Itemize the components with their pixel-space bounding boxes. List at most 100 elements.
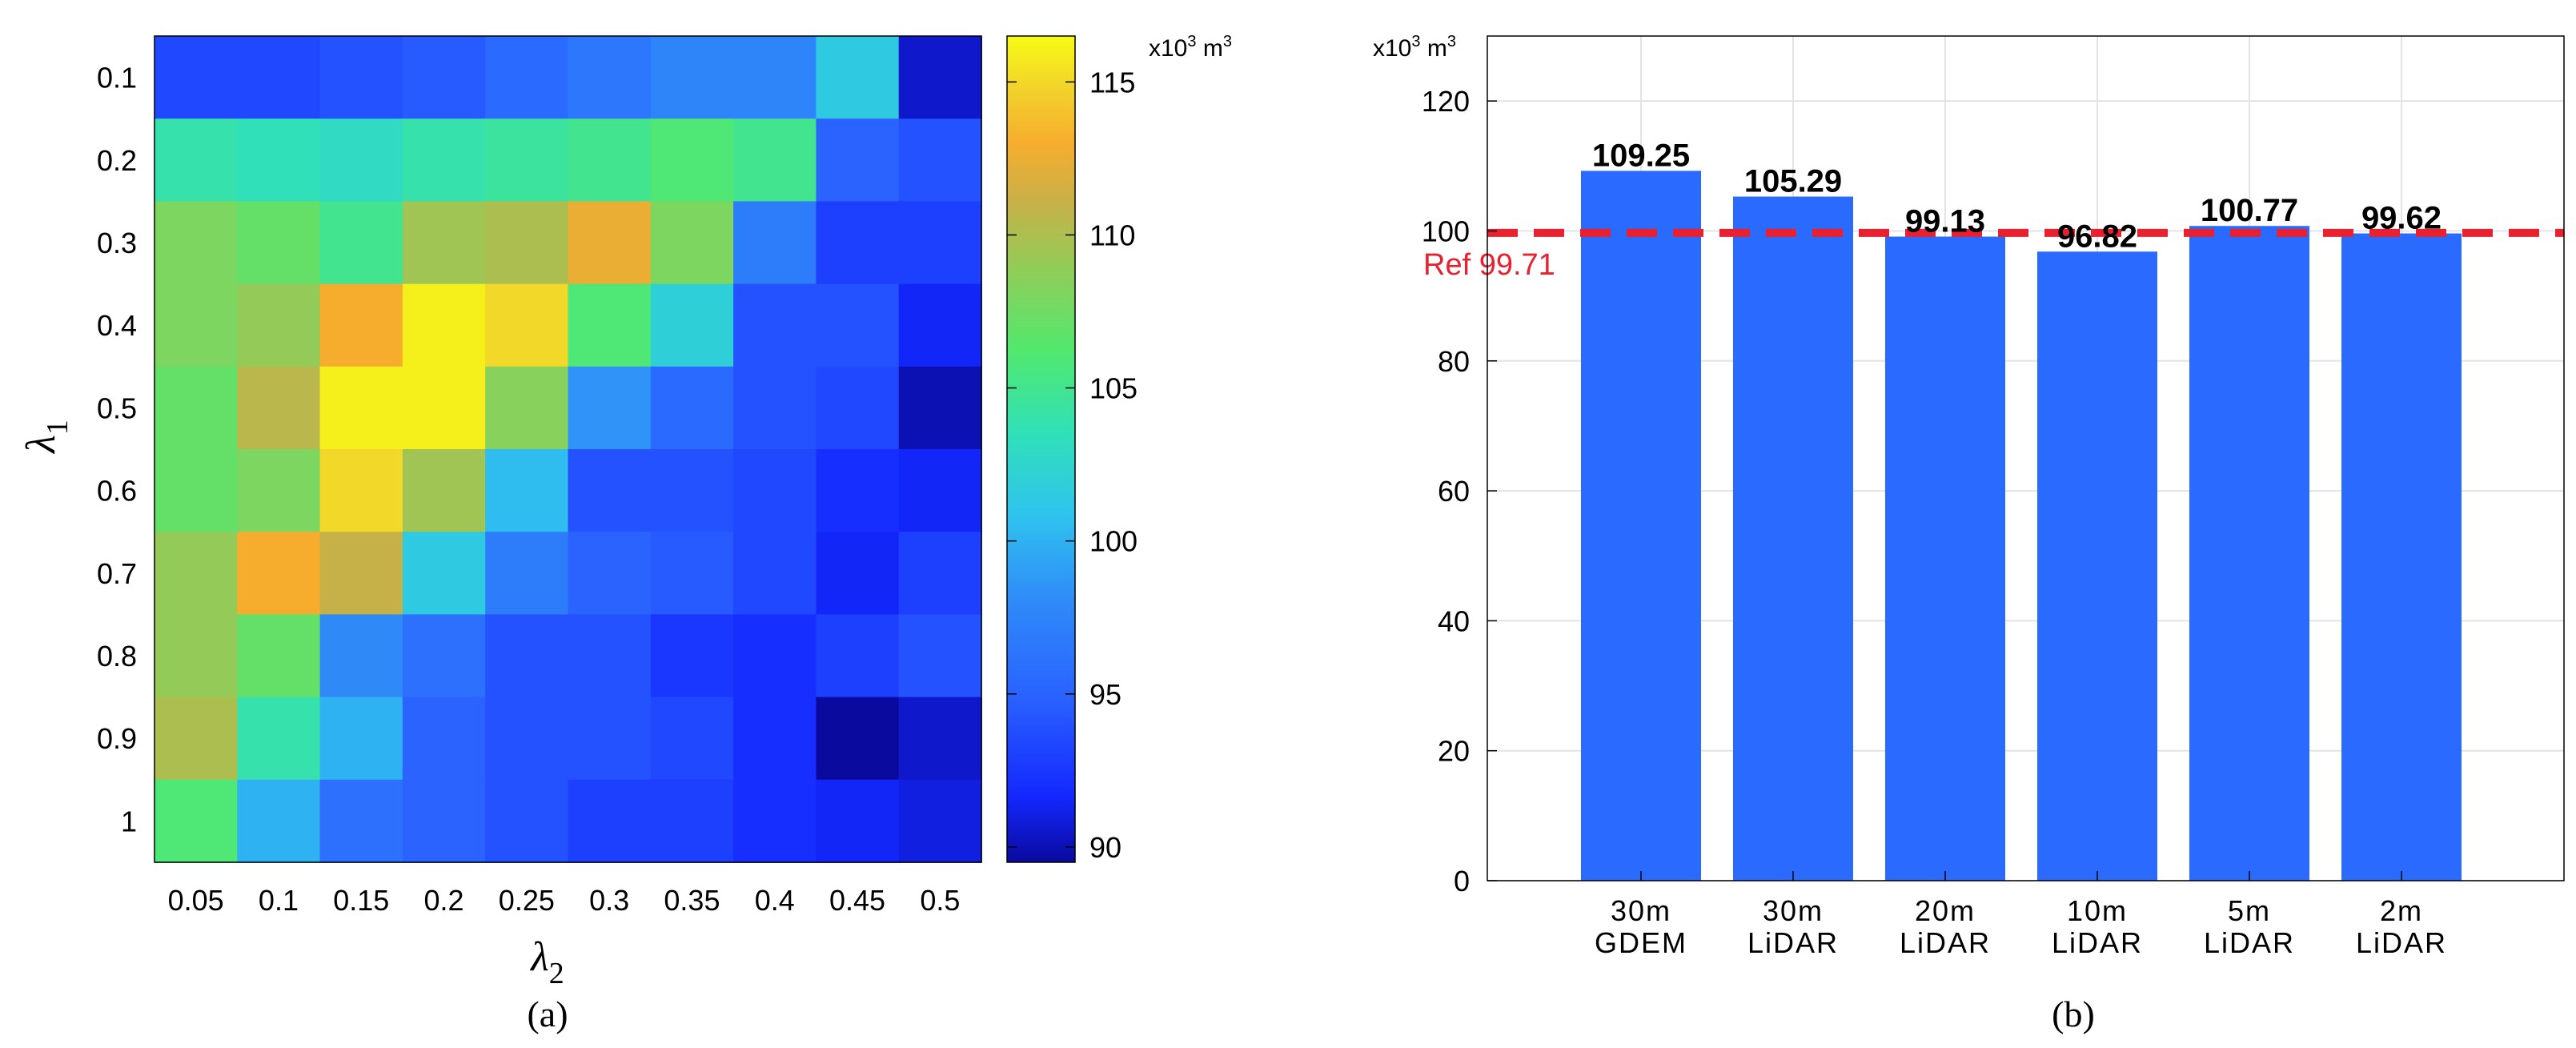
heatmap-cell: [237, 366, 321, 450]
bar: [2189, 226, 2309, 881]
heatmap-cell: [733, 697, 817, 781]
heatmap-cell: [898, 532, 982, 616]
heatmap-cell: [650, 201, 734, 285]
heatmap-x-tick-label: 0.3: [589, 884, 629, 917]
heatmap-cell: [402, 36, 486, 119]
heatmap-cell: [485, 779, 569, 863]
bar-value-label: 100.77: [2201, 193, 2298, 228]
heatmap-panel: 0.1 0.2 0.3 0.4 0.5 0.6 0.7 0.8 0.9 1 0.05 0.1 0.15…: [18, 33, 1232, 1034]
heatmap-cell: [816, 532, 900, 616]
heatmap-cell: [237, 614, 321, 698]
heatmap-cell: [319, 779, 403, 863]
heatmap-y-axis-label: λ1: [18, 420, 74, 455]
heatmap-cell: [733, 449, 817, 532]
heatmap-cell: [319, 532, 403, 616]
heatmap-cell: [898, 697, 982, 781]
heatmap-x-tick-label: 0.35: [664, 884, 720, 917]
bar-value-label: 105.29: [1744, 164, 1842, 199]
heatmap-frame: [154, 35, 982, 863]
colorbar-tick-label: 100: [1089, 525, 1138, 558]
bar: [2341, 233, 2462, 881]
heatmap-cell: [568, 532, 652, 616]
heatmap-cell: [319, 118, 403, 203]
heatmap-cell: [898, 118, 982, 203]
bar: [1581, 171, 1701, 881]
bar-x-tick-label: LiDAR: [2052, 926, 2143, 959]
heatmap-cell: [402, 283, 486, 367]
heatmap-cell: [154, 614, 239, 698]
bar-y-tick-label: 60: [1438, 475, 1470, 508]
heatmap-cell: [650, 283, 734, 367]
heatmap-cell: [154, 36, 239, 119]
heatmap-cell: [237, 779, 321, 863]
heatmap-cell: [650, 36, 734, 119]
heatmap-cell: [650, 532, 734, 616]
heatmap-cell: [568, 283, 652, 367]
heatmap-cell: [568, 366, 652, 450]
heatmap-cell: [154, 366, 239, 450]
heatmap-cell: [650, 449, 734, 532]
heatmap-y-tick-label: 0.8: [97, 640, 137, 673]
heatmap-cells: [154, 35, 982, 863]
heatmap-cell: [816, 366, 900, 450]
heatmap-x-tick-label: 0.15: [333, 884, 389, 917]
heatmap-cell: [237, 36, 321, 119]
heatmap-cell: [237, 283, 321, 367]
heatmap-cell: [816, 201, 900, 285]
heatmap-cell: [485, 614, 569, 698]
heatmap-cell: [237, 449, 321, 532]
heatmap-cell: [319, 366, 403, 450]
heatmap-cell: [319, 449, 403, 532]
heatmap-cell: [402, 201, 486, 285]
colorbar-tick-label: 105: [1089, 372, 1138, 405]
heatmap-y-tick-labels: 0.1 0.2 0.3 0.4 0.5 0.6 0.7 0.8 0.9 1: [97, 62, 137, 838]
bar-x-tick-label: 2m: [2380, 894, 2423, 927]
bar-unit-label: x103 m3: [1373, 33, 1456, 62]
heatmap-cell: [650, 366, 734, 450]
heatmap-x-tick-label: 0.45: [829, 884, 885, 917]
heatmap-cell: [154, 449, 239, 532]
heatmap-y-tick-label: 0.2: [97, 144, 137, 177]
bar-x-tick-label: LiDAR: [2204, 926, 2295, 959]
heatmap-cell: [816, 283, 900, 367]
heatmap-cell: [319, 36, 403, 119]
bar-x-tick-labels: 30mGDEM30mLiDAR20mLiDAR10mLiDAR5mLiDAR2m…: [1595, 871, 2447, 959]
heatmap-cell: [650, 697, 734, 781]
heatmap-cell: [650, 779, 734, 863]
heatmap-cell: [154, 201, 239, 285]
heatmap-y-tick-label: 0.1: [97, 62, 137, 94]
heatmap-cell: [485, 697, 569, 781]
heatmap-cell: [485, 201, 569, 285]
heatmap-cell: [733, 283, 817, 367]
heatmap-y-tick-label: 0.3: [97, 227, 137, 259]
heatmap-cell: [898, 201, 982, 285]
heatmap-x-tick-label: 0.2: [424, 884, 464, 917]
heatmap-cell: [816, 779, 900, 863]
heatmap-cell: [237, 201, 321, 285]
bar-x-tick-label: 30m: [1763, 894, 1824, 927]
bar-x-tick-label: LiDAR: [2356, 926, 2447, 959]
bar-y-tick-labels: 0 20 40 60 80 100 120: [1422, 85, 1497, 897]
heatmap-cell: [816, 614, 900, 698]
bar-x-tick-label: LiDAR: [1747, 926, 1839, 959]
bars: [1581, 171, 2462, 881]
heatmap-cell: [154, 779, 239, 863]
heatmap-cell: [154, 532, 239, 616]
colorbar-tick-label: 110: [1089, 219, 1135, 251]
heatmap-cell: [733, 532, 817, 616]
heatmap-y-tick-label: 0.6: [97, 475, 137, 508]
heatmap-cell: [898, 614, 982, 698]
heatmap-cell: [568, 697, 652, 781]
heatmap-cell: [733, 36, 817, 119]
bar-plot-frame: [1487, 35, 2565, 881]
heatmap-x-axis-label: λ2: [529, 934, 564, 990]
heatmap-x-tick-labels: 0.05 0.1 0.15 0.2 0.25 0.3 0.35 0.4 0.45 0.5: [168, 884, 961, 917]
heatmap-cell: [568, 779, 652, 863]
heatmap-cell: [568, 36, 652, 119]
heatmap-cell: [402, 449, 486, 532]
heatmap-x-tick-label: 0.5: [920, 884, 960, 917]
heatmap-cell: [650, 118, 734, 203]
bar-y-tick-label: 80: [1438, 345, 1470, 378]
bar-value-label: 99.62: [2361, 201, 2442, 236]
bar-x-tick-label: LiDAR: [1900, 926, 1991, 959]
